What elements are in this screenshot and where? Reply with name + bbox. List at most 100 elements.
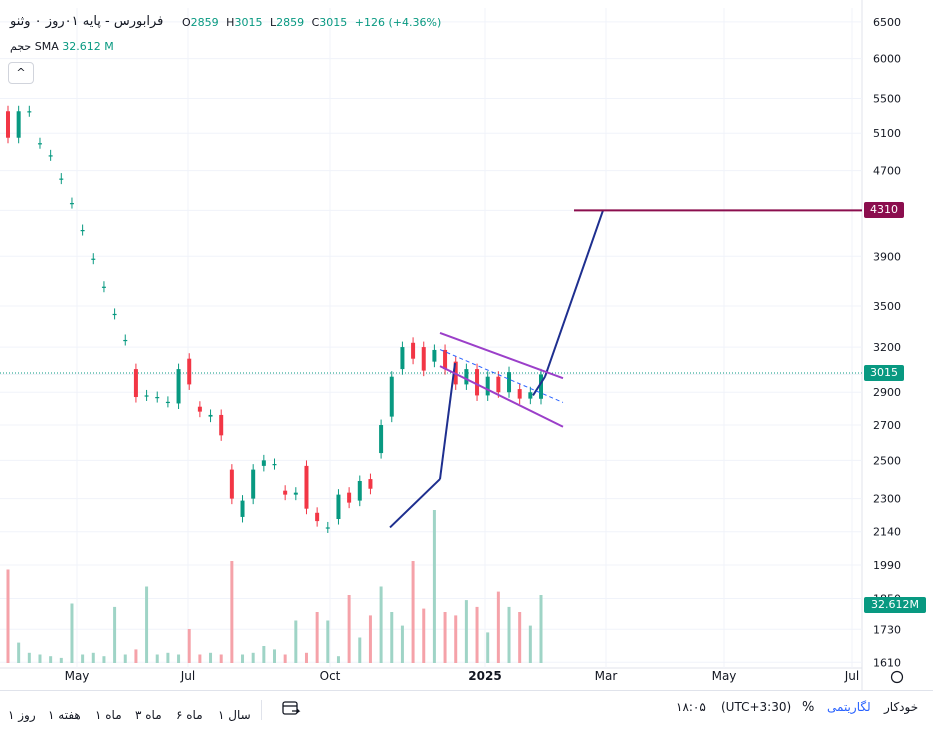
candle-body — [208, 414, 213, 417]
volume-bar — [230, 561, 234, 663]
candle-body — [539, 374, 543, 399]
settings-icon — [890, 670, 904, 684]
candle-body — [400, 347, 405, 370]
candle-body — [6, 111, 10, 138]
volume-bar — [155, 654, 159, 663]
candle-body — [368, 479, 373, 489]
h-label: H — [226, 16, 235, 29]
volume-bar — [507, 606, 511, 663]
candle-body — [123, 339, 128, 342]
volume-bar — [262, 646, 266, 663]
time-axis[interactable]: May Jul Oct 2025 Mar May Jul — [65, 669, 904, 684]
volume-bar — [326, 620, 330, 663]
timeframe-1d[interactable]: ۱ روز — [8, 708, 36, 722]
candle-body — [411, 342, 416, 359]
candle-body — [517, 389, 522, 399]
candle-body — [101, 286, 106, 288]
price-tick-label: 2700 — [873, 419, 901, 432]
volume-sma-tag: 32.612M — [864, 597, 926, 613]
price-tick-label: 5500 — [873, 93, 901, 106]
time-tick-label: 2025 — [468, 669, 501, 683]
candle-body — [155, 397, 160, 399]
candle-body — [197, 406, 202, 412]
candle-body — [432, 349, 437, 362]
timeframe-1w[interactable]: ۱ هفته — [48, 708, 81, 722]
volume-bar — [113, 606, 117, 663]
timezone-button[interactable]: (UTC+3:30) — [721, 700, 792, 714]
date-range-icon[interactable] — [281, 699, 301, 717]
timeframe-6m[interactable]: ۶ ماه — [176, 708, 203, 722]
candle-body — [272, 464, 277, 466]
time-tick-label: May — [65, 669, 90, 683]
log-scale-toggle[interactable]: لگاریتمی — [827, 700, 871, 714]
candle-body — [325, 527, 330, 529]
volume-bar — [198, 654, 202, 663]
price-axis[interactable]: 6500600055005100470043103900350032003015… — [873, 16, 901, 669]
volume-bar — [70, 603, 74, 663]
candle-body — [336, 494, 341, 520]
price-tick-label: 1610 — [873, 656, 901, 669]
candle-body — [528, 392, 533, 399]
c-label: C — [311, 16, 320, 29]
candle-body — [165, 401, 170, 404]
timeframe-1m[interactable]: ۱ ماه — [95, 708, 122, 722]
price-tick-label: 4700 — [873, 165, 901, 178]
price-tick-label: 3500 — [873, 300, 901, 313]
volume-bar — [219, 654, 223, 663]
volume-bar — [294, 620, 298, 663]
volume-bar — [81, 654, 85, 663]
price-tick-label: 3900 — [873, 250, 901, 263]
volume-bar — [368, 615, 372, 663]
volume-bar — [187, 629, 191, 663]
volume-bar — [102, 656, 106, 663]
volume-bar — [27, 652, 31, 663]
candle-body — [80, 230, 85, 232]
volume-bar — [241, 654, 245, 663]
h-value: 3015 — [234, 16, 263, 29]
collapse-legend-button[interactable]: ^ — [8, 62, 34, 84]
volume-bar — [304, 652, 308, 663]
candle-body — [91, 258, 96, 260]
candles — [6, 105, 543, 533]
toolbar-separator — [261, 700, 262, 720]
drawings[interactable] — [389, 209, 862, 529]
volume-bar — [432, 510, 436, 663]
price-tick-label: 2140 — [873, 526, 901, 539]
price-tick-label: 5100 — [873, 127, 901, 140]
volume-bar — [358, 637, 362, 663]
candle-body — [16, 111, 21, 138]
percent-toggle[interactable]: % — [802, 700, 815, 715]
price-tick-label: 1990 — [873, 559, 901, 572]
volume-legend[interactable]: حجم SMA 32.612 M — [10, 40, 114, 53]
price-tick-label: 6500 — [873, 16, 901, 29]
candle-body — [240, 500, 245, 517]
trend-line — [544, 210, 604, 378]
volume-bar — [528, 625, 532, 663]
sma-value: 32.612 M — [62, 40, 114, 53]
candle-body — [48, 155, 53, 157]
volume-bar — [177, 654, 181, 663]
volume-label: حجم — [10, 40, 32, 53]
volume-bar — [422, 608, 426, 663]
candle-body — [144, 395, 149, 397]
candle-body — [304, 465, 309, 509]
c-value: 3015 — [319, 16, 348, 29]
candle-body — [112, 313, 117, 316]
trend-line — [389, 478, 441, 529]
candle-body — [443, 349, 448, 370]
price-tick-label: 1730 — [873, 623, 901, 636]
symbol-title[interactable]: فرابورس - پایه ۰۱روز ۰ وثنو — [10, 14, 164, 29]
candle-body — [219, 414, 224, 436]
candle-body — [464, 369, 469, 385]
time-tick-label: Jul — [844, 669, 859, 683]
channel-upper-line — [439, 332, 564, 380]
o-label: O — [182, 16, 191, 29]
auto-scale-toggle[interactable]: خودکار — [884, 700, 919, 714]
volume-bar — [251, 652, 255, 663]
price-tick-label: 3200 — [873, 341, 901, 354]
timeframe-1y[interactable]: ۱ سال — [218, 708, 251, 722]
candle-body — [261, 460, 266, 466]
timeframe-3m[interactable]: ۳ ماه — [135, 708, 162, 722]
candle-body — [485, 376, 490, 396]
